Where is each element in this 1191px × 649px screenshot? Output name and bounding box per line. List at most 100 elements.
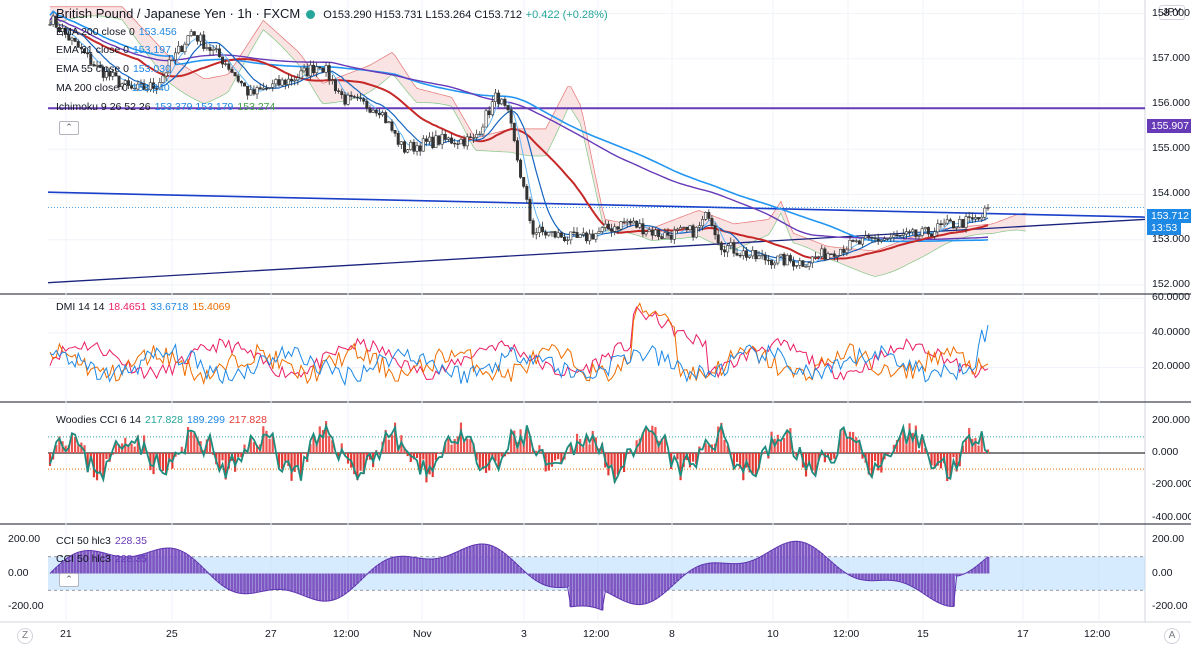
candle-body [155,88,159,90]
candle-body [158,82,162,90]
candle-body [945,219,949,224]
candle-body [189,31,193,37]
candle-body [199,34,203,42]
zoom-corner-button[interactable]: Z [17,628,33,644]
candle-body [845,249,849,253]
candle-body [324,65,328,73]
cci-line [49,540,989,611]
candle-body [108,71,112,77]
candle-body [973,217,977,220]
cci-left-tick-label: 200.00 [8,533,41,546]
candle-body [327,65,331,81]
candle-body [130,85,134,89]
candle-body [744,250,748,258]
dmi-legend[interactable]: DMI 14 14 18.4651 33.6718 15.4069 [56,301,231,313]
candle-body [857,240,861,245]
indicator-ichimoku[interactable]: Ichimoku 9 26 52 26 153.379 153.179 153.27… [56,101,276,113]
candle-body [170,59,174,61]
candle-body [173,52,177,61]
cci-legend-2[interactable]: CCI 50 hlc3 228.35 [56,553,147,565]
candle-body [211,48,215,51]
candle-body [864,235,868,239]
candle-body [876,238,880,242]
symbol-title[interactable]: British Pound / Japanese Yen · 1h · FXCM [56,6,301,21]
woodies-tick-label: -200.000 [1152,478,1191,491]
candle-body [61,28,65,33]
candle-body [484,110,488,128]
price-tick-label: 152.000 [1152,277,1190,290]
candle-body [355,96,359,99]
time-tick-label: 25 [166,628,178,640]
indicator-ma200[interactable]: MA 200 close 0 153.240 [56,82,170,94]
candle-body [569,231,573,241]
candle-body [541,226,545,233]
candle-body [923,227,927,230]
candle-body [534,232,538,235]
candle-body [832,253,836,257]
candle-body [848,240,852,251]
currency-button[interactable]: JPY [1158,5,1185,20]
candle-body [233,72,237,77]
candle-body [446,137,450,140]
candle-body [575,232,579,238]
auto-scale-button[interactable]: A [1164,628,1180,644]
collapse-cci-button[interactable]: ⌃ [59,573,79,587]
woodies-tick-label: 200.000 [1152,413,1190,426]
candle-body [930,233,934,237]
time-tick-label: 12:00 [833,628,860,640]
candle-body [694,227,698,238]
candle-body [86,52,90,55]
collapse-legend-button[interactable]: ⌃ [59,121,79,135]
candle-body [722,249,726,253]
candle-body [704,212,708,220]
candle-body [239,80,243,84]
candle-body [763,254,767,261]
candle-body [440,133,444,145]
candle-body [697,225,701,228]
candle-body [666,232,670,236]
candle-body [493,92,497,102]
candle-body [735,252,739,256]
candle-body [628,220,632,224]
candle-body [807,262,811,267]
candle-body [770,259,774,266]
indicator-ema21[interactable]: EMA 21 close 0 153.197 [56,44,171,56]
candle-body [148,82,152,90]
cci-legend-1[interactable]: CCI 50 hlc3 228.35 [56,535,147,547]
time-tick-label: 17 [1017,628,1029,640]
candle-body [271,83,275,88]
woodies-legend[interactable]: Woodies CCI 6 14 217.828 189.299 217.828 [56,414,267,426]
candle-body [120,83,124,87]
candle-body [675,228,679,231]
woodies-tick-label: 0.000 [1152,446,1179,458]
price-tick-label: 156.000 [1152,97,1190,110]
candle-body [352,96,356,98]
candle-body [48,24,52,26]
candle-body [95,64,99,67]
candle-body [955,226,959,229]
candle-body [986,207,990,209]
candle-body [600,227,604,232]
candle-body [889,236,893,239]
candle-body [660,236,664,239]
indicator-ema200[interactable]: EMA 200 close 0 153.456 [56,26,177,38]
candle-body [70,37,74,41]
candle-body [625,220,629,223]
candle-body [318,66,322,69]
candle-body [726,245,730,253]
candle-body [64,28,68,35]
candle-body [431,136,435,148]
indicator-ema55[interactable]: EMA 55 close 0 153.030 [56,63,171,75]
ma-200-line [49,14,989,241]
candle-body [224,63,228,65]
candle-body [293,79,297,82]
candle-body [716,234,720,244]
candle-body [437,135,441,145]
candle-body [67,33,71,41]
candle-body [619,221,623,230]
candle-body [117,75,121,87]
candle-body [729,242,733,246]
candle-body [183,43,187,53]
candle-body [349,94,353,97]
